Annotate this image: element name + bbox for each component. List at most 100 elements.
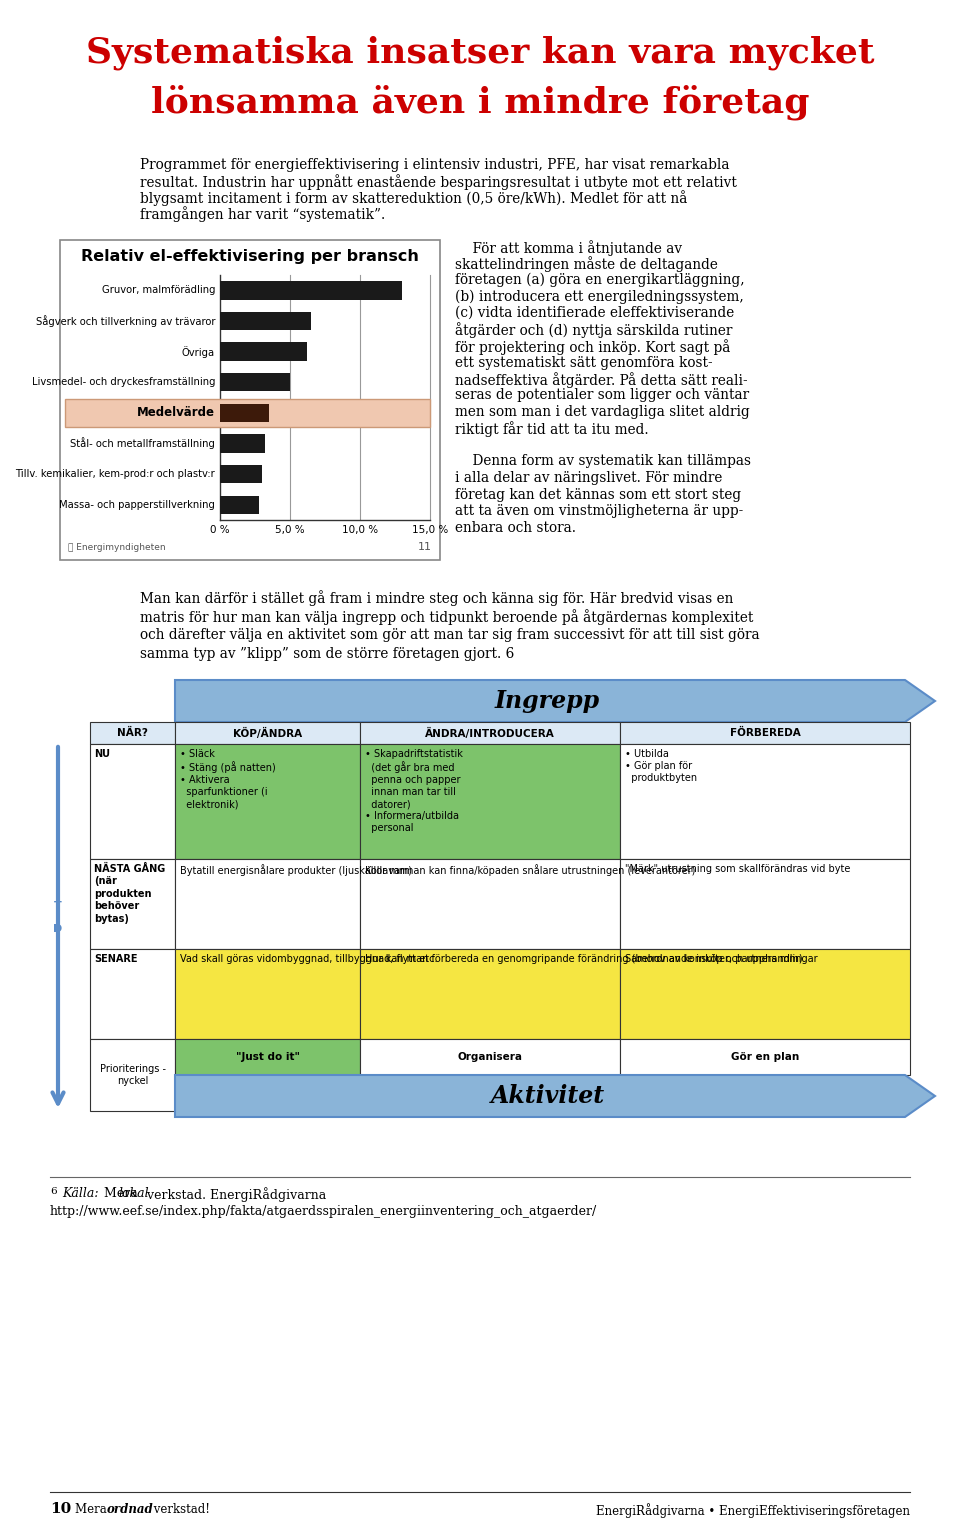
Text: Gör en plan: Gör en plan xyxy=(731,1051,799,1062)
Text: resultat. Industrin har uppnått enastående besparingsresultat i utbyte mot ett r: resultat. Industrin har uppnått enaståen… xyxy=(140,174,737,189)
Text: 0 %: 0 % xyxy=(210,526,229,535)
Text: Stål- och metallframställning: Stål- och metallframställning xyxy=(70,437,215,449)
Text: samma typ av ”klipp” som de större företagen gjort. 6: samma typ av ”klipp” som de större föret… xyxy=(140,646,515,662)
Text: (c) vidta identifierade eleffektiviserande: (c) vidta identifierade eleffektiviseran… xyxy=(455,306,734,319)
Text: Källa:: Källa: xyxy=(62,1187,99,1199)
Text: Kollavarman kan finna/köpaden snålare utrustningen (leverantörer): Kollavarman kan finna/köpaden snålare ut… xyxy=(365,863,695,876)
Text: skattelindringen måste de deltagande: skattelindringen måste de deltagande xyxy=(455,257,718,272)
Text: FÖRBEREDA: FÖRBEREDA xyxy=(730,727,801,738)
Text: 11: 11 xyxy=(418,542,432,552)
Bar xyxy=(360,1039,620,1076)
Text: blygsamt incitament i form av skattereduktion (0,5 öre/kWh). Medlet för att nå: blygsamt incitament i form av skatteredu… xyxy=(140,189,687,206)
Bar xyxy=(620,744,910,859)
Bar xyxy=(220,403,269,422)
Bar xyxy=(220,342,307,361)
Polygon shape xyxy=(175,680,935,723)
Text: Man kan därför i stället gå fram i mindre steg och känna sig för. Här bredvid vi: Man kan därför i stället gå fram i mindr… xyxy=(140,590,733,607)
Text: För att komma i åtnjutande av: För att komma i åtnjutande av xyxy=(455,240,683,255)
Text: 10,0 %: 10,0 % xyxy=(342,526,378,535)
Text: 6: 6 xyxy=(50,1187,57,1196)
Bar xyxy=(620,723,910,744)
Text: Övriga: Övriga xyxy=(181,345,215,358)
Text: i alla delar av näringslivet. För mindre: i alla delar av näringslivet. För mindre xyxy=(455,471,722,484)
Bar xyxy=(360,949,620,1039)
Bar xyxy=(90,859,175,949)
Text: (b) introducera ett energiledningssystem,: (b) introducera ett energiledningssystem… xyxy=(455,289,744,304)
Text: Gruvor, malmförädling: Gruvor, malmförädling xyxy=(102,286,215,295)
Text: Sågverk och tillverkning av trävaror: Sågverk och tillverkning av trävaror xyxy=(36,315,215,327)
Bar xyxy=(220,373,290,391)
Text: KÖP/ÄNDRA: KÖP/ÄNDRA xyxy=(233,727,302,738)
Text: verkstad. EnergiRådgivarna: verkstad. EnergiRådgivarna xyxy=(143,1187,326,1203)
Text: företagen (a) göra en energikartläggning,: företagen (a) göra en energikartläggning… xyxy=(455,274,745,287)
Bar xyxy=(175,859,360,949)
Text: Vad skall göras vidombyggnad, tillbyggnad, flytt etc.: Vad skall göras vidombyggnad, tillbyggna… xyxy=(180,953,438,964)
Bar xyxy=(220,281,402,299)
Text: Systematiska insatser kan vara mycket: Systematiska insatser kan vara mycket xyxy=(85,35,875,69)
Text: Hur kan man förbereda en genomgripande förändring (behov av konsulter, partners : Hur kan man förbereda en genomgripande f… xyxy=(365,953,803,964)
Text: ÄNDRA/INTRODUCERA: ÄNDRA/INTRODUCERA xyxy=(425,727,555,738)
Text: företag kan det kännas som ett stort steg: företag kan det kännas som ett stort ste… xyxy=(455,487,741,501)
Bar xyxy=(90,949,175,1039)
Text: riktigt får tid att ta itu med.: riktigt får tid att ta itu med. xyxy=(455,422,649,437)
Text: NÄR?: NÄR? xyxy=(117,727,148,738)
Bar xyxy=(90,1039,175,1111)
Text: lokal: lokal xyxy=(118,1187,149,1199)
Text: Denna form av systematik kan tillämpas: Denna form av systematik kan tillämpas xyxy=(455,454,751,469)
Bar xyxy=(360,744,620,859)
Text: "Märk" utrustning som skallförändras vid byte: "Märk" utrustning som skallförändras vid… xyxy=(625,863,851,874)
Text: för projektering och inköp. Kort sagt på: för projektering och inköp. Kort sagt på xyxy=(455,339,731,354)
Text: Livsmedel- och dryckesframställning: Livsmedel- och dryckesframställning xyxy=(32,377,215,387)
Text: enbara och stora.: enbara och stora. xyxy=(455,521,576,535)
Text: Relativ el-effektivisering per bransch: Relativ el-effektivisering per bransch xyxy=(81,249,419,263)
Text: T
I
D: T I D xyxy=(54,902,62,934)
Text: http://www.eef.se/index.php/fakta/atgaerdsspiralen_energiinventering_och_atgaerd: http://www.eef.se/index.php/fakta/atgaer… xyxy=(50,1206,597,1218)
Text: verkstad!: verkstad! xyxy=(150,1504,210,1516)
Text: NÄSTA GÅNG
(när
produkten
behöver
bytas): NÄSTA GÅNG (när produkten behöver bytas) xyxy=(94,863,165,924)
Bar xyxy=(360,859,620,949)
Text: ett systematiskt sätt genomföra kost-: ett systematiskt sätt genomföra kost- xyxy=(455,356,712,370)
Bar xyxy=(360,723,620,744)
Text: nadseffektiva åtgärder. På detta sätt reali-: nadseffektiva åtgärder. På detta sätt re… xyxy=(455,371,748,388)
Text: Organisera: Organisera xyxy=(458,1051,522,1062)
Bar xyxy=(620,1039,910,1076)
Bar xyxy=(220,465,262,483)
Bar xyxy=(175,744,360,859)
Text: Massa- och papperstillverkning: Massa- och papperstillverkning xyxy=(60,500,215,510)
Text: lönsamma även i mindre företag: lönsamma även i mindre företag xyxy=(151,86,809,121)
Text: Mera: Mera xyxy=(100,1187,142,1199)
Text: Prioriterings -
nyckel: Prioriterings - nyckel xyxy=(100,1063,165,1086)
Text: ordnad: ordnad xyxy=(107,1504,154,1516)
Bar xyxy=(60,240,440,559)
Text: Ingrepp: Ingrepp xyxy=(495,689,600,714)
Bar xyxy=(220,434,265,452)
Text: EnergiRådgivarna • EnergiEffektiviseringsföretagen: EnergiRådgivarna • EnergiEffektivisering… xyxy=(596,1504,910,1517)
Text: 10: 10 xyxy=(50,1502,71,1516)
Text: Medelvärde: Medelvärde xyxy=(137,406,215,419)
Text: att ta även om vinstmöjligheterna är upp-: att ta även om vinstmöjligheterna är upp… xyxy=(455,504,743,518)
Text: matris för hur man kan välja ingrepp och tidpunkt beroende på åtgärdernas komple: matris för hur man kan välja ingrepp och… xyxy=(140,610,754,625)
Bar xyxy=(620,949,910,1039)
Text: SENARE: SENARE xyxy=(94,953,137,964)
Text: åtgärder och (d) nyttja särskilda rutiner: åtgärder och (d) nyttja särskilda rutine… xyxy=(455,322,732,338)
Bar xyxy=(220,312,311,330)
Bar xyxy=(175,723,360,744)
Bar xyxy=(175,949,360,1039)
Polygon shape xyxy=(175,1076,935,1117)
Text: framgången har varit “systematik”.: framgången har varit “systematik”. xyxy=(140,206,385,222)
Bar xyxy=(175,1039,360,1076)
Text: Samordnande inköp och upphandlingar: Samordnande inköp och upphandlingar xyxy=(625,953,818,964)
Bar xyxy=(65,399,430,426)
Bar xyxy=(220,495,259,513)
Text: 15,0 %: 15,0 % xyxy=(412,526,448,535)
Text: NU: NU xyxy=(94,749,110,759)
Text: Bytatill energisnålare produkter (ljuskällor mm): Bytatill energisnålare produkter (ljuskä… xyxy=(180,863,412,876)
Text: • Utbilda
• Gör plan för
  produktbyten: • Utbilda • Gör plan för produktbyten xyxy=(625,749,697,782)
Text: Aktivitet: Aktivitet xyxy=(491,1083,605,1108)
Bar xyxy=(620,859,910,949)
Text: 5,0 %: 5,0 % xyxy=(276,526,305,535)
Bar xyxy=(90,744,175,859)
Text: • Skapadriftstatistik
  (det går bra med
  penna och papper
  innan man tar till: • Skapadriftstatistik (det går bra med p… xyxy=(365,749,463,833)
Text: • Släck
• Stäng (på natten)
• Aktivera
  sparfunktioner (i
  elektronik): • Släck • Stäng (på natten) • Aktivera s… xyxy=(180,749,276,810)
Text: "Just do it": "Just do it" xyxy=(235,1051,300,1062)
